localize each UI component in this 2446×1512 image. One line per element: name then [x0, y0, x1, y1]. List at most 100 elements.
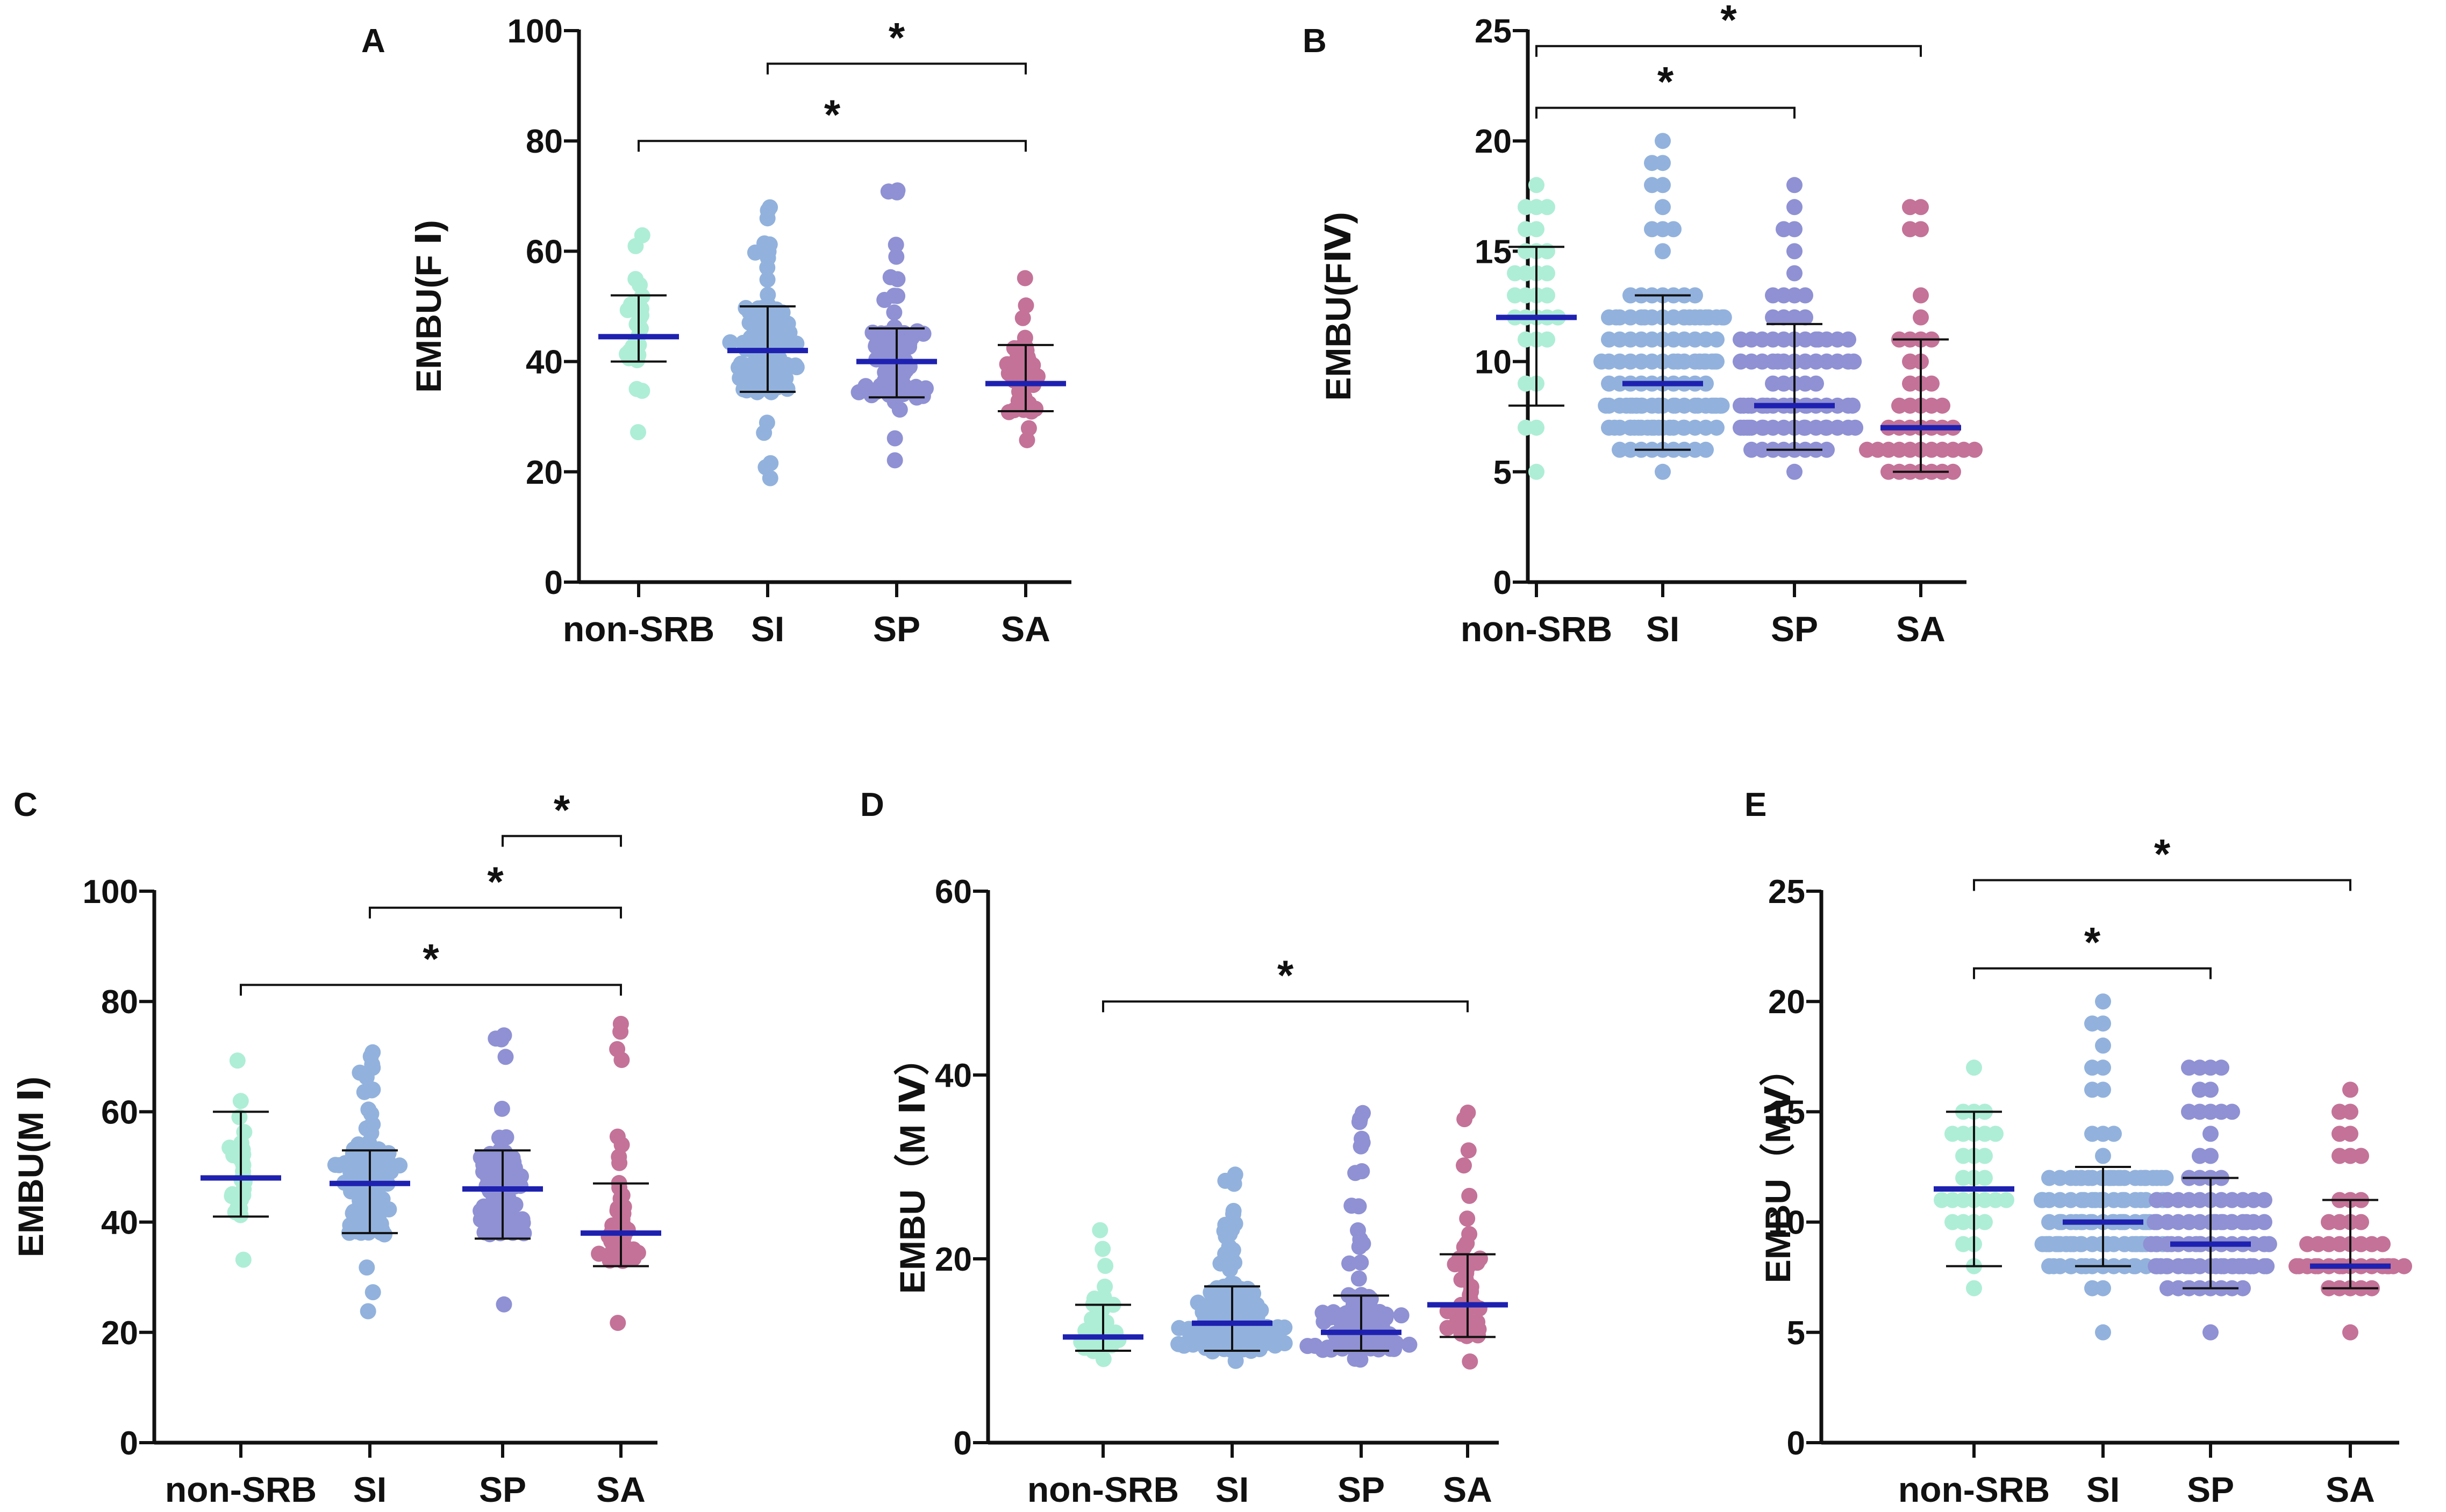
data-point-sp — [1765, 375, 1781, 392]
significance-label: * — [2154, 830, 2171, 877]
data-point-si — [2054, 1214, 2070, 1230]
data-point-sa — [1019, 432, 1035, 448]
significance-label: * — [824, 91, 841, 138]
data-point-si — [1622, 287, 1639, 304]
significance-bracket — [638, 140, 1027, 152]
data-point-sp — [504, 1150, 521, 1166]
data-point-non-srb — [1539, 265, 1555, 282]
data-point-sa — [2321, 1214, 2337, 1230]
data-point-si — [1171, 1320, 1188, 1336]
data-point-non-srb — [1518, 199, 1534, 216]
data-point-sa — [1457, 1305, 1474, 1322]
data-point-sp — [1797, 287, 1813, 304]
y-tick-label: 40 — [526, 344, 563, 381]
data-point-si — [1714, 309, 1730, 326]
data-point-sp — [2207, 1258, 2224, 1274]
data-point-sp — [2258, 1258, 2275, 1274]
data-point-non-srb — [224, 1186, 241, 1202]
data-point-sp — [1329, 1332, 1346, 1349]
data-point-si — [1644, 155, 1660, 171]
y-tick-label: 15 — [1768, 1094, 1805, 1131]
data-point-si — [1601, 375, 1617, 392]
panel-b: B EMBU(FⅣ) 0 5 10 15 20 25 non-SRB SI SP SA * * — [1303, 0, 1983, 649]
data-point-non-srb — [1518, 331, 1534, 348]
data-point-sp — [886, 304, 903, 321]
data-point-sa — [613, 1052, 630, 1068]
data-point-si — [2092, 1192, 2109, 1208]
data-point-sp — [2159, 1280, 2176, 1296]
data-point-sa — [1470, 1327, 1486, 1344]
data-point-sa — [1009, 349, 1026, 366]
data-point-sp — [886, 430, 903, 447]
data-point-si — [722, 334, 739, 350]
panel-letter: C — [13, 786, 38, 823]
data-point-sp — [2261, 1236, 2277, 1252]
significance-label: * — [1657, 58, 1674, 105]
panel-letter: D — [860, 786, 884, 823]
data-point-si — [1608, 309, 1625, 326]
data-point-si — [364, 1284, 381, 1301]
data-point-si — [2084, 1280, 2100, 1296]
x-tick-label: non-SRB — [563, 609, 714, 649]
data-point-sp — [1797, 309, 1813, 326]
data-point-si — [1662, 419, 1678, 436]
data-point-sa — [1902, 221, 1918, 238]
y-tick-label: 40 — [101, 1205, 138, 1242]
data-point-si — [1217, 1172, 1234, 1189]
data-point-sa — [1458, 1265, 1475, 1281]
data-point-non-srb — [619, 346, 635, 362]
data-point-sp — [1776, 221, 1792, 238]
data-point-sp — [494, 1100, 510, 1117]
data-point-sp — [1735, 419, 1752, 436]
y-tick-label: 0 — [1493, 564, 1512, 601]
data-point-non-srb — [633, 320, 649, 337]
data-point-sp — [1314, 1342, 1331, 1358]
data-point-si — [2112, 1170, 2129, 1186]
data-point-sp — [1299, 1338, 1316, 1355]
x-tick-label: SI — [353, 1470, 387, 1509]
significance-bracket — [767, 62, 1027, 75]
data-point-sa — [1020, 420, 1037, 436]
y-tick-label: 100 — [507, 13, 563, 50]
data-point-sa — [1966, 441, 1983, 458]
y-tick-label: 80 — [526, 123, 563, 160]
data-point-sa — [2299, 1236, 2315, 1252]
data-point-non-srb — [1998, 1192, 2014, 1208]
data-point-si — [1612, 441, 1628, 458]
data-point-si — [1692, 309, 1708, 326]
data-point-si — [2046, 1258, 2062, 1274]
y-tick-label: 20 — [935, 1241, 972, 1278]
data-point-sp — [2181, 1103, 2197, 1120]
data-point-sp — [1846, 353, 1862, 370]
data-point-si — [2084, 1015, 2100, 1032]
x-tick-label: SP — [2187, 1470, 2234, 1509]
data-point-sp — [1847, 419, 1864, 436]
data-point-sp — [904, 329, 920, 346]
data-point-si — [2095, 1324, 2111, 1341]
x-tick-label: SI — [1646, 609, 1679, 649]
data-point-si — [1690, 397, 1706, 414]
significance-label: * — [1277, 951, 1294, 999]
significance-label: * — [554, 786, 570, 833]
data-point-sa — [2331, 1148, 2348, 1164]
data-point-si — [352, 1064, 368, 1081]
y-axis-title: EMBU(M Ⅰ) — [11, 1077, 51, 1257]
x-tick-label: SI — [751, 609, 784, 649]
data-point-sa — [2375, 1236, 2391, 1252]
data-point-non-srb — [1518, 419, 1534, 436]
data-point-non-srb — [1518, 221, 1534, 238]
data-point-si — [787, 357, 804, 374]
data-point-si — [1698, 441, 1714, 458]
panel-e: E EMBU（MⅤ） 0 5 10 15 20 25 non-SRB SI SP SA * * — [1744, 786, 2412, 1509]
data-point-non-srb — [1518, 243, 1534, 260]
data-point-si — [1242, 1305, 1259, 1321]
data-point-si — [1276, 1319, 1293, 1336]
data-point-sa — [1011, 383, 1027, 400]
y-axis-title: EMBU(FⅣ) — [1318, 212, 1358, 400]
x-tick-label: SA — [1896, 609, 1946, 649]
x-tick-label: SI — [2086, 1470, 2120, 1509]
data-point-si — [1670, 353, 1686, 370]
data-point-sp — [2256, 1214, 2272, 1230]
panel-d: D EMBU（M Ⅳ） 0 20 40 60 non-SRB SI SP SA * — [860, 786, 1508, 1509]
data-point-non-srb — [1966, 1059, 1982, 1076]
